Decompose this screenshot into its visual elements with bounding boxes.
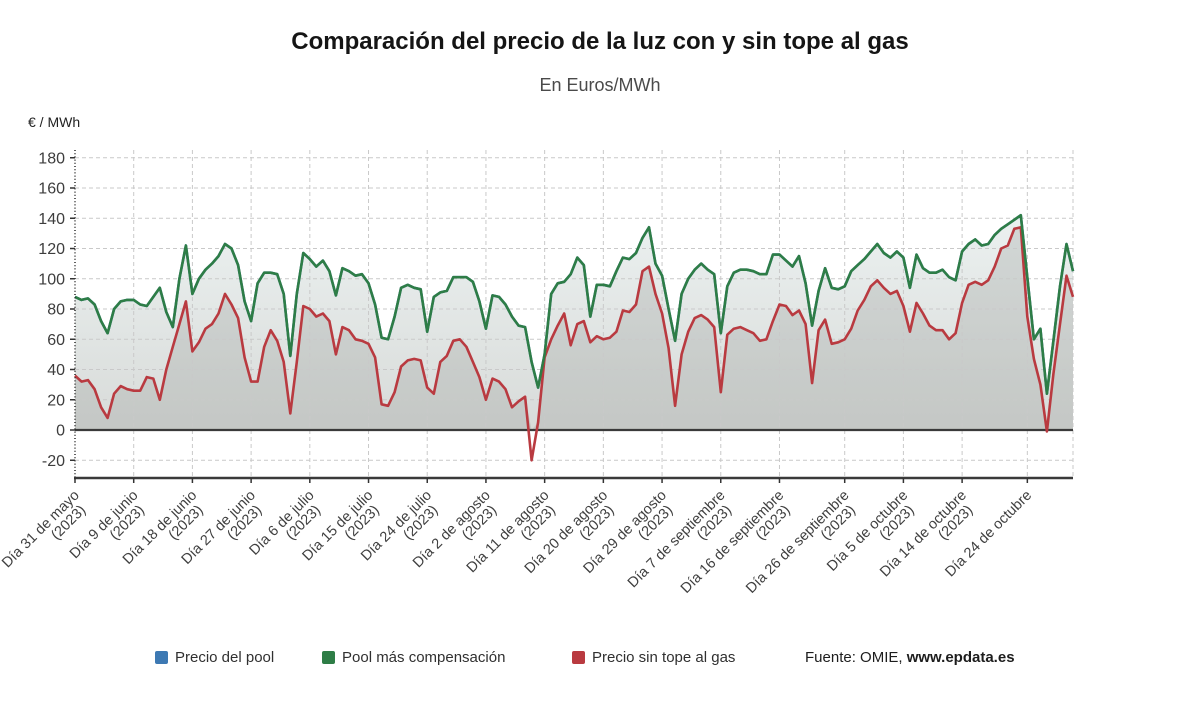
legend-label-precio-sin-tope: Precio sin tope al gas xyxy=(592,649,736,666)
chart-subtitle: En Euros/MWh xyxy=(539,75,661,95)
legend-label-pool-mas-compensacion: Pool más compensación xyxy=(342,649,506,666)
svg-text:-20: -20 xyxy=(42,453,65,470)
svg-text:0: 0 xyxy=(56,423,65,440)
legend-item-pool-mas-compensacion[interactable]: Pool más compensación xyxy=(322,649,505,666)
legend-swatch-blue-icon xyxy=(155,651,168,664)
svg-text:60: 60 xyxy=(47,332,65,349)
source-link[interactable]: www.epdata.es xyxy=(906,649,1015,666)
svg-text:40: 40 xyxy=(47,362,65,379)
y-axis-unit-label: € / MWh xyxy=(28,114,81,130)
svg-text:160: 160 xyxy=(38,181,65,198)
source-text: Fuente: OMIE, xyxy=(805,649,907,666)
legend-swatch-red-icon xyxy=(572,651,585,664)
legend-swatch-green-icon xyxy=(322,651,335,664)
svg-text:180: 180 xyxy=(38,150,65,167)
legend-item-precio-sin-tope[interactable]: Precio sin tope al gas xyxy=(572,649,735,666)
svg-text:Día 31 de mayo(2023): Día 31 de mayo(2023) xyxy=(0,488,93,582)
svg-text:20: 20 xyxy=(47,392,65,409)
svg-text:120: 120 xyxy=(38,241,65,258)
legend-label-precio-del-pool: Precio del pool xyxy=(175,649,275,666)
svg-text:100: 100 xyxy=(38,271,65,288)
source-credit: Fuente: OMIE, www.epdata.es xyxy=(805,649,1015,666)
svg-text:80: 80 xyxy=(47,302,65,319)
svg-text:140: 140 xyxy=(38,211,65,228)
legend-item-precio-del-pool[interactable]: Precio del pool xyxy=(155,649,274,666)
chart-title: Comparación del precio de la luz con y s… xyxy=(291,28,909,55)
